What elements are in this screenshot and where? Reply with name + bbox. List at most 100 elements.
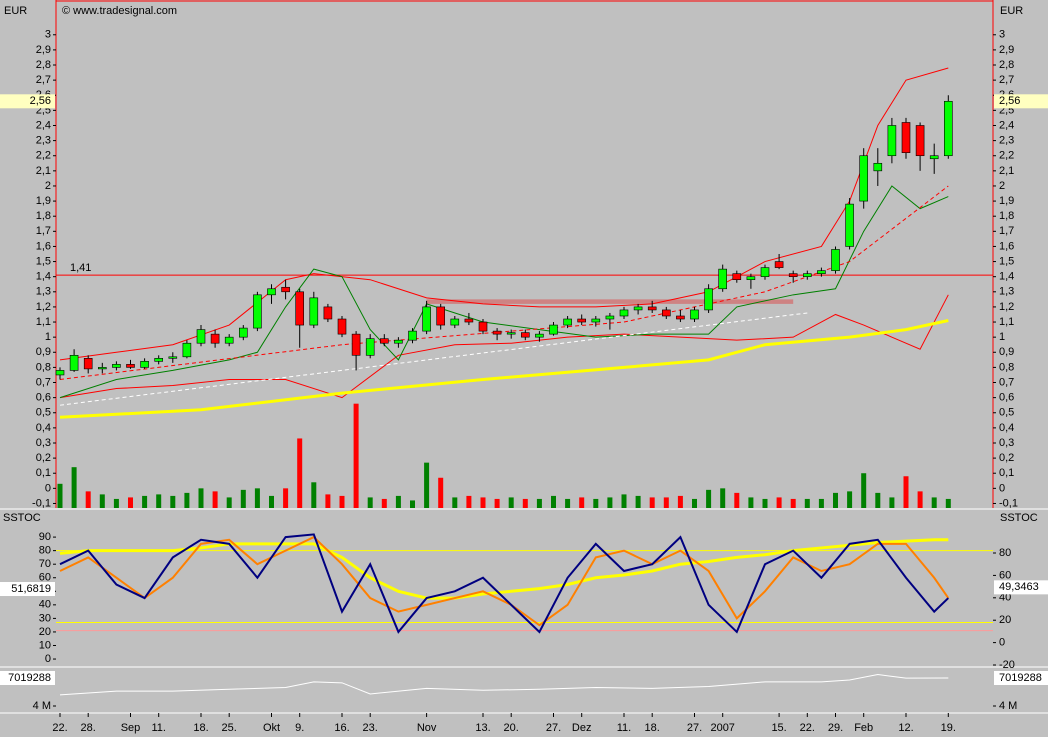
sstoc-label-right: SSTOC — [1000, 512, 1038, 524]
x-tick-label: Okt — [263, 722, 280, 734]
y-tick-label: 1,6 — [36, 240, 51, 252]
volume-bar — [804, 498, 810, 508]
candle-body — [295, 291, 305, 326]
indicator-line — [59, 294, 949, 399]
y-tick-label: 0 — [999, 482, 1005, 494]
y-tick-label: 1 — [999, 331, 1005, 343]
volume-bar — [649, 497, 655, 508]
volume-bar — [339, 495, 345, 508]
candle-body — [464, 318, 474, 323]
y-tick-label: -20 — [999, 659, 1015, 671]
y-tick-label: 3 — [999, 29, 1005, 41]
volume-bar — [776, 497, 782, 508]
y-tick-label: 1,8 — [999, 210, 1014, 222]
level-label: 1,41 — [70, 262, 91, 274]
y-tick-label: 80 — [999, 547, 1011, 559]
y-tick-label: 0,8 — [36, 361, 51, 373]
x-tick-label: 23. — [363, 722, 378, 734]
candle-body — [492, 330, 502, 335]
candle-body — [535, 333, 544, 338]
y-tick-label: 0,7 — [999, 376, 1014, 388]
volume-bar — [579, 497, 585, 508]
volume-bar — [226, 497, 232, 508]
y-tick-label: 0,5 — [999, 407, 1014, 419]
candle-body — [661, 309, 671, 317]
y-tick-label: 0,1 — [999, 467, 1014, 479]
volume-bar — [762, 498, 768, 508]
x-tick-label: 28. — [81, 722, 96, 734]
candle-body — [365, 338, 375, 356]
volume-bar — [466, 495, 472, 508]
y-tick-label: 2,4 — [36, 119, 51, 131]
y-tick-label: 2 — [999, 180, 1005, 192]
volume-bar — [480, 497, 486, 508]
y-tick-label: 1,2 — [36, 301, 51, 313]
y-tick-label: 2,1 — [999, 165, 1014, 177]
candle-body — [140, 361, 149, 368]
volume-bar — [522, 498, 528, 508]
candle-body — [98, 367, 107, 370]
candle-body — [239, 327, 248, 338]
y-tick-label: 1,3 — [36, 286, 51, 298]
y-tick-label: 0,6 — [36, 392, 51, 404]
copyright: © www.tradesignal.com — [62, 5, 177, 17]
volume-bar — [903, 476, 909, 508]
y-tick-label: 1,4 — [999, 271, 1014, 283]
volume-bar — [692, 498, 697, 508]
candle-body — [873, 162, 883, 172]
y-tick-label: 1,2 — [999, 301, 1014, 313]
y-tick-label: 3 — [45, 29, 51, 41]
candle-body — [394, 339, 403, 344]
y-tick-label: 90 — [39, 531, 51, 543]
indicator-line — [59, 319, 949, 419]
y-tick-label: 2,9 — [36, 44, 51, 56]
volume-bar — [71, 467, 77, 508]
value-tag-bg — [994, 94, 1048, 109]
x-tick-label: 11. — [151, 722, 165, 734]
y-tick-label: 1,1 — [999, 316, 1014, 328]
y-tick-label: 0,3 — [36, 437, 51, 449]
y-tick-label: 0,6 — [999, 392, 1014, 404]
volume-bar — [410, 500, 415, 508]
volume-bar — [113, 498, 119, 508]
candle-body — [422, 306, 431, 332]
candle-body — [633, 306, 643, 311]
x-tick-label: 29. — [828, 722, 843, 734]
candle-body — [676, 315, 685, 320]
volume-bar — [57, 483, 63, 508]
volume-bar — [536, 498, 542, 508]
indicator-line — [59, 673, 949, 696]
candle-body — [196, 329, 206, 344]
candle-body — [591, 318, 601, 323]
volume-bar — [128, 497, 133, 508]
volume-bar — [551, 495, 556, 508]
y-tick-label: 60 — [39, 572, 51, 584]
value-tag: 2,56 — [30, 95, 51, 107]
candle-body — [943, 100, 953, 157]
volume-bar — [438, 477, 444, 508]
candle-body — [605, 315, 615, 320]
volume-bar — [198, 488, 204, 508]
candle-body — [450, 318, 460, 326]
candle-body — [887, 125, 897, 157]
indicator-line — [59, 533, 949, 634]
y-tick-label: 30 — [39, 612, 51, 624]
y-tick-label: 1,5 — [36, 255, 51, 267]
candle-body — [577, 318, 587, 323]
candle-body — [112, 364, 121, 368]
volume-bar — [818, 498, 824, 508]
y-tick-label: 4 M — [33, 700, 51, 712]
candle-body — [563, 318, 572, 326]
y-tick-label: 0,4 — [36, 422, 51, 434]
volume-bar — [381, 498, 387, 508]
y-tick-label: 0 — [45, 482, 51, 494]
candle-body — [126, 364, 135, 368]
x-tick-label: 20. — [504, 722, 519, 734]
volume-bar — [720, 488, 726, 508]
y-tick-label: 0,9 — [36, 346, 51, 358]
volume-bar — [861, 473, 867, 508]
value-tag: 7019288 — [8, 672, 51, 684]
y-tick-label: 0,2 — [36, 452, 51, 464]
volume-bar — [311, 482, 317, 508]
